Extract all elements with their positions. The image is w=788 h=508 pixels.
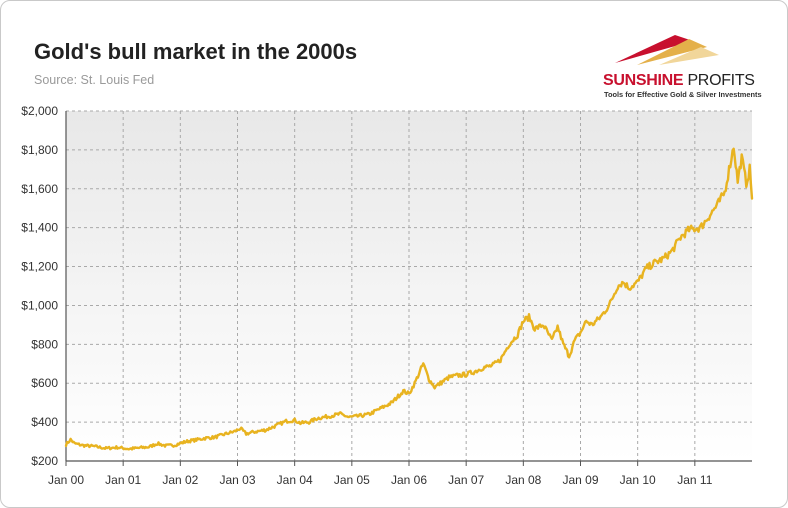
- y-tick-label: $1,600: [21, 182, 58, 196]
- axes: [65, 111, 752, 466]
- x-tick-label: Jan 04: [277, 473, 313, 487]
- x-tick-label: Jan 06: [391, 473, 427, 487]
- y-tick-label: $400: [31, 415, 58, 429]
- x-tick-label: Jan 11: [677, 473, 712, 487]
- x-tick-label: Jan 00: [48, 473, 84, 487]
- x-tick-label: Jan 10: [620, 473, 656, 487]
- x-tick-labels: Jan 00 Jan 01 Jan 02 Jan 03 Jan 04 Jan 05 Jan …: [48, 473, 713, 487]
- logo-brand-sunshine: SUNSHINE: [603, 72, 684, 89]
- logo-tagline: Tools for Effective Gold & Silver Invest…: [604, 90, 762, 99]
- y-tick-label: $1,800: [21, 143, 58, 157]
- sunshine-profits-swoosh-icon: [615, 35, 719, 65]
- logo-brand: SUNSHINE PROFITS: [603, 72, 755, 90]
- x-tick-label: Jan 05: [334, 473, 370, 487]
- logo-light-swoosh: [659, 47, 719, 65]
- series-line-gold-price: [64, 147, 754, 451]
- y-tick-label: $1,400: [21, 221, 58, 235]
- y-tick-label: $2,000: [21, 104, 58, 118]
- x-tick-label: Jan 08: [505, 473, 541, 487]
- x-tick-label: Jan 02: [162, 473, 198, 487]
- y-tick-label: $600: [31, 376, 58, 390]
- y-tick-label: $200: [31, 454, 58, 468]
- y-tick-labels: $200 $400 $600 $800 $1,000 $1,200 $1,400 $1,600…: [21, 104, 58, 468]
- y-tick-label: $800: [31, 337, 58, 351]
- x-tick-label: Jan 03: [219, 473, 255, 487]
- logo-brand-profits: PROFITS: [687, 72, 755, 89]
- y-tick-label: $1,000: [21, 298, 58, 312]
- logo-red-swoosh: [615, 35, 693, 63]
- logo-gold-swoosh: [637, 39, 707, 65]
- x-tick-label: Jan 09: [562, 473, 598, 487]
- x-tick-label: Jan 01: [105, 473, 141, 487]
- chart-title: Gold's bull market in the 2000s: [34, 39, 358, 64]
- chart-source: Source: St. Louis Fed: [34, 73, 155, 87]
- grid-lines: [66, 110, 752, 461]
- y-tick-label: $1,200: [21, 260, 58, 274]
- x-tick-label: Jan 07: [448, 473, 484, 487]
